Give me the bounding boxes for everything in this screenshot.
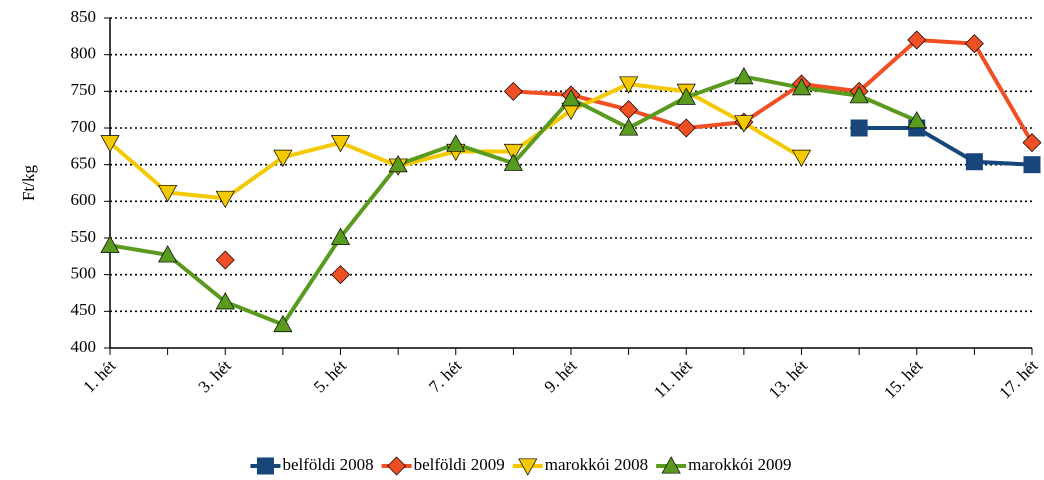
marker (331, 265, 350, 285)
marker (273, 149, 293, 168)
y-tick-label: 550 (71, 227, 97, 246)
y-axis-label: Ft/kg (19, 165, 38, 201)
y-tick-label: 500 (71, 264, 97, 283)
marker (849, 86, 869, 104)
marker (100, 135, 120, 153)
x-tick-label: 13. hét (765, 356, 811, 402)
series-line (859, 126, 1033, 167)
marker (791, 149, 812, 168)
marker (907, 110, 927, 129)
legend-label: marokkói 2008 (545, 455, 648, 474)
marker (330, 135, 351, 153)
y-tick-label: 400 (71, 337, 97, 356)
x-tick-label: 5. hét (310, 356, 350, 396)
marker (619, 118, 639, 136)
x-tick-label: 1. hét (79, 356, 119, 396)
marker (561, 88, 581, 107)
marker (100, 235, 120, 253)
marker (791, 77, 812, 96)
marker (503, 81, 523, 101)
marker (907, 30, 927, 50)
marker (518, 458, 538, 476)
marker (734, 115, 754, 133)
y-tick-label: 800 (71, 44, 97, 63)
x-tick-label: 3. hét (195, 356, 235, 396)
y-tick-label: 850 (71, 7, 97, 26)
legend-label: marokkói 2009 (688, 455, 791, 474)
marker (964, 34, 984, 54)
marker (256, 457, 274, 475)
y-tick-label: 700 (71, 117, 97, 136)
marker (215, 292, 235, 310)
y-tick-label: 450 (71, 300, 97, 319)
marker (1022, 133, 1042, 153)
marker (1023, 156, 1041, 174)
marker (215, 250, 235, 270)
x-tick-label: 15. hét (880, 356, 926, 402)
x-tick-label: 9. hét (540, 356, 580, 396)
x-tick-label: 17. hét (995, 356, 1041, 402)
marker (661, 456, 681, 474)
legend-label: belföldi 2008 (282, 455, 373, 474)
marker (850, 119, 868, 137)
marker (387, 456, 407, 476)
marker (330, 227, 351, 245)
series-line (513, 38, 1034, 144)
marker (388, 154, 408, 173)
y-tick-label: 600 (71, 190, 97, 209)
y-tick-label: 650 (71, 154, 97, 173)
marker (215, 190, 235, 209)
legend-label: belföldi 2009 (414, 455, 505, 474)
marker (158, 184, 178, 203)
marker (503, 153, 523, 171)
marker (503, 143, 523, 162)
marker (619, 76, 639, 94)
y-tick-label: 750 (71, 80, 97, 99)
marker (965, 153, 983, 171)
marker (158, 245, 178, 263)
marker (676, 118, 696, 138)
marker (676, 87, 696, 105)
marker (446, 134, 466, 152)
x-tick-label: 11. hét (650, 356, 696, 402)
legend: belföldi 2008 belföldi 2009 marokkói 2008 m… (250, 455, 792, 476)
x-tick-label: 7. hét (425, 356, 465, 396)
marker (619, 100, 639, 120)
marker (273, 314, 293, 333)
marker (734, 66, 754, 85)
